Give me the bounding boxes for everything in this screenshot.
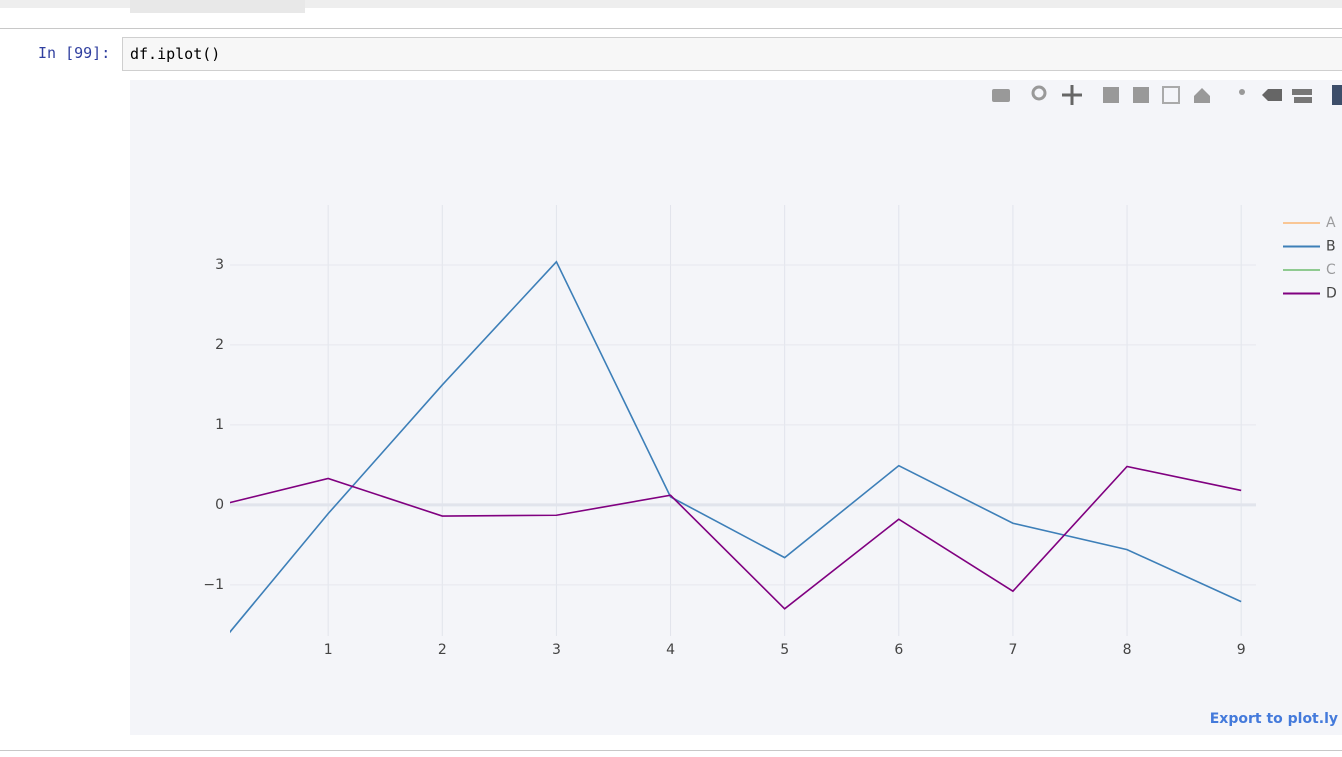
y-tick-label: 2	[215, 337, 224, 353]
hover-compare-icon[interactable]	[1292, 89, 1312, 103]
series-line	[230, 260, 1242, 634]
cell-border-bottom	[0, 750, 1342, 751]
legend-item[interactable]: B	[1283, 239, 1336, 255]
legend-label: C	[1326, 262, 1336, 278]
legend-item[interactable]: C	[1283, 262, 1336, 278]
legend-item[interactable]: A	[1283, 215, 1336, 231]
legend-item[interactable]: D	[1283, 286, 1337, 302]
plot-container: 1 2 3 4 5 6 7 8 9 −1 0 1 2 3 A B C D Export to plot.ly	[130, 80, 1342, 735]
modebar	[992, 85, 1342, 105]
cell-border	[0, 28, 1342, 29]
legend-label: D	[1326, 286, 1337, 302]
x-tick-label: 5	[780, 642, 789, 658]
pan-icon[interactable]	[1062, 85, 1082, 105]
y-tick-label: 0	[215, 497, 224, 513]
legend-label: A	[1326, 215, 1336, 231]
plot-lines	[230, 260, 1242, 634]
x-tick-label: 1	[324, 642, 333, 658]
prev-output	[130, 0, 305, 13]
legend-label: B	[1326, 239, 1336, 255]
series-line	[230, 465, 1242, 610]
zoom-out-icon[interactable]	[1133, 87, 1149, 103]
y-tick-label: 1	[215, 417, 224, 433]
zoom-icon[interactable]	[1031, 85, 1047, 101]
input-prompt: In [99]:	[38, 44, 111, 62]
export-link[interactable]: Export to plot.ly	[1209, 711, 1338, 727]
home-icon[interactable]	[1194, 88, 1210, 103]
code-cell[interactable]: df.iplot()	[122, 37, 1342, 71]
x-tick-label: 8	[1123, 642, 1132, 658]
plotly-logo[interactable]	[1332, 85, 1342, 105]
top-shadow	[0, 0, 1342, 8]
code-text: df.iplot()	[130, 45, 221, 63]
x-tick-label: 3	[552, 642, 561, 658]
x-tick-label: 4	[666, 642, 675, 658]
y-tick-label: −1	[203, 577, 224, 593]
x-tick-label: 6	[894, 642, 903, 658]
camera-icon[interactable]	[992, 89, 1010, 102]
x-tick-label: 2	[438, 642, 447, 658]
hover-closest-icon[interactable]	[1262, 89, 1282, 101]
x-tick-label: 9	[1237, 642, 1246, 658]
zoom-in-icon[interactable]	[1103, 87, 1119, 103]
y-tick-label: 3	[215, 257, 224, 273]
spike-icon[interactable]	[1239, 89, 1245, 95]
x-tick-label: 7	[1008, 642, 1017, 658]
autoscale-icon[interactable]	[1162, 86, 1180, 104]
